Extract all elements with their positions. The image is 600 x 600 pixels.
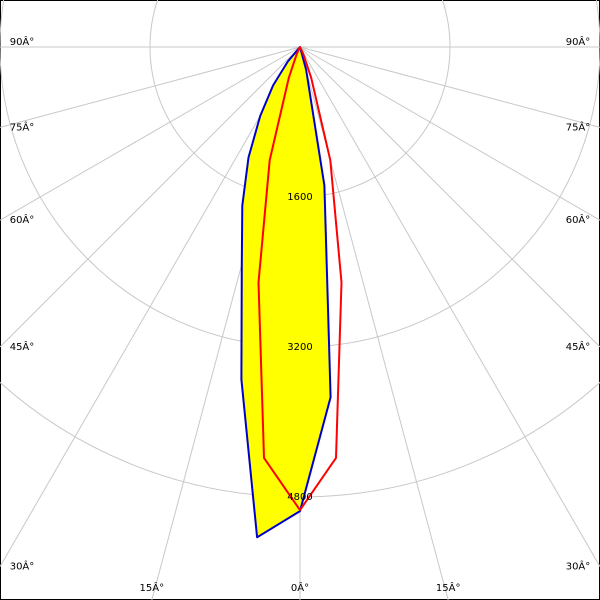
grid-ray xyxy=(299,46,600,128)
r-tick-label: 3200 xyxy=(287,342,312,353)
theta-tick-label: 90Â° xyxy=(566,35,591,48)
theta-tick-label: 90Â° xyxy=(10,35,35,48)
theta-tick-label: 15Â° xyxy=(140,581,165,594)
grid-ray xyxy=(299,46,600,348)
series-line xyxy=(240,46,332,539)
theta-tick-label: 75Â° xyxy=(10,120,35,133)
grid-ray xyxy=(299,46,600,567)
theta-tick-label: 30Â° xyxy=(10,560,35,573)
grid-ray xyxy=(299,46,600,221)
theta-tick-label: 45Â° xyxy=(10,340,35,353)
theta-tick-label: 60Â° xyxy=(566,213,591,226)
series-line xyxy=(257,46,343,512)
r-tick-label: 4800 xyxy=(287,492,312,503)
theta-tick-label: 0Â° xyxy=(291,581,309,594)
theta-tick-label: 45Â° xyxy=(566,340,591,353)
theta-tick-label: 60Â° xyxy=(10,213,35,226)
grid-ray xyxy=(0,46,301,128)
r-tick-label: 1600 xyxy=(287,192,312,203)
grid-ray xyxy=(0,46,301,567)
theta-tick-label: 30Â° xyxy=(566,560,591,573)
grid-ray xyxy=(0,46,301,221)
grid-ray xyxy=(0,46,301,348)
theta-tick-label: 75Â° xyxy=(566,120,591,133)
theta-tick-label: 15Â° xyxy=(436,581,461,594)
series-area xyxy=(241,47,331,538)
